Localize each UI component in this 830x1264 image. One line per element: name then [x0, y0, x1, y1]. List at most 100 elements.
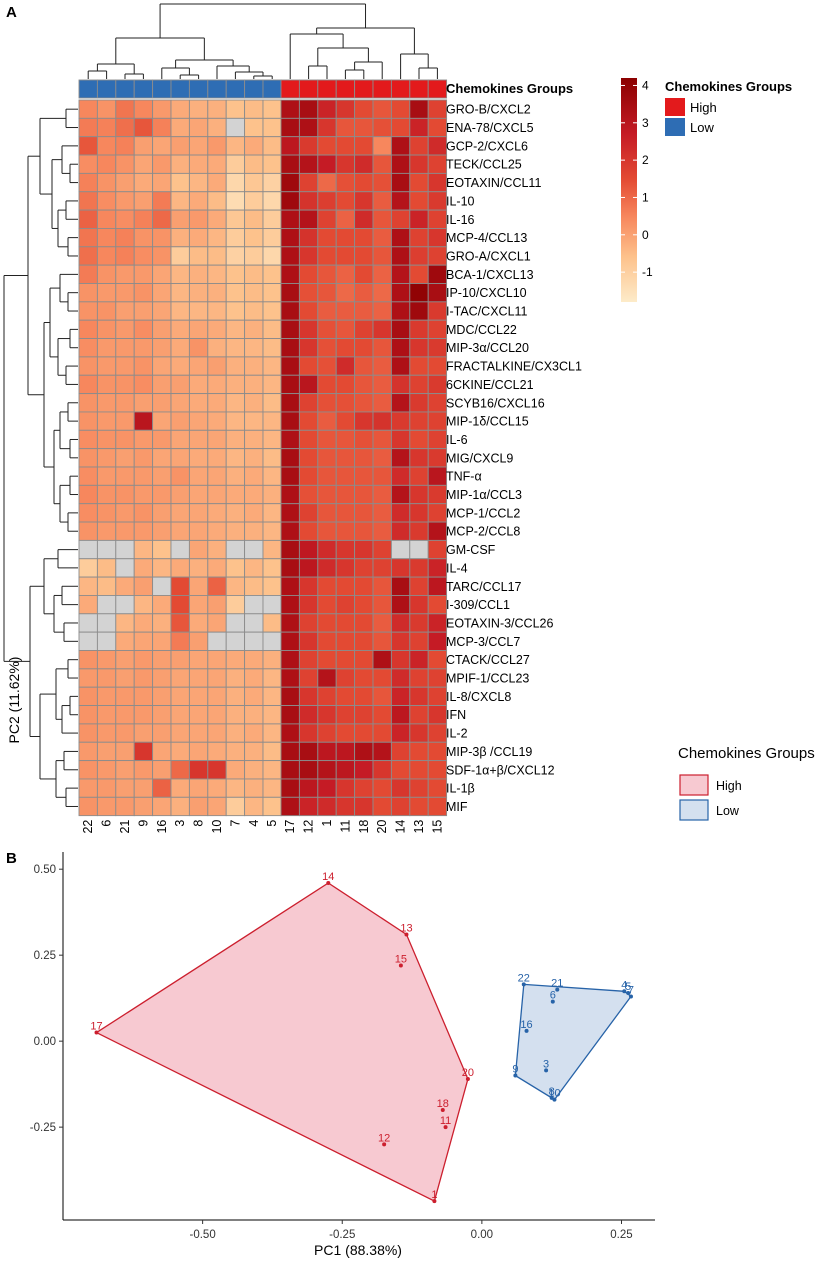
heatmap-cell — [335, 448, 356, 468]
heatmap-cell — [115, 356, 135, 376]
heatmap-cell — [427, 558, 448, 578]
heatmap-cell — [115, 539, 135, 560]
heatmap-cell — [317, 796, 337, 817]
heatmap-cell — [354, 136, 374, 156]
heatmap-cell — [152, 191, 172, 211]
heatmap-cell — [207, 723, 227, 743]
heatmap-cell — [372, 301, 392, 321]
pca-point-label: 22 — [518, 972, 530, 984]
column-label: 11 — [338, 820, 352, 833]
heatmap-cell — [115, 796, 135, 817]
heatmap-cell — [78, 356, 98, 376]
heatmap-cell — [170, 191, 190, 211]
heatmap-cell — [225, 209, 246, 229]
heatmap-cell — [280, 631, 300, 651]
heatmap-cell — [335, 283, 356, 303]
heatmap-cell — [298, 301, 319, 321]
heatmap-cell — [152, 99, 172, 119]
heatmap-cell — [409, 466, 429, 486]
heatmap-cell — [390, 595, 411, 615]
heatmap-cell — [133, 338, 154, 358]
heatmap-cell — [152, 741, 172, 762]
heatmap-cell — [96, 319, 117, 340]
heatmap-cell — [188, 356, 209, 376]
heatmap-cell — [317, 686, 337, 707]
row-label: MIP-3α/CCL20 — [446, 341, 529, 355]
heatmap-cell — [207, 319, 227, 340]
heatmap-cell — [427, 650, 448, 670]
heatmap-cell — [390, 429, 411, 450]
heatmap-cell — [78, 631, 98, 651]
x-tick-label: -0.50 — [190, 1229, 216, 1241]
heatmap-cell — [115, 172, 135, 193]
heatmap-cell — [96, 374, 117, 395]
heatmap-cell — [427, 338, 448, 358]
heatmap-cell — [96, 558, 117, 578]
heatmap-cell — [78, 319, 98, 340]
heatmap-cell — [207, 539, 227, 560]
heatmap-cell — [225, 466, 246, 486]
annotation-cell-low — [96, 79, 117, 99]
heatmap-cell — [372, 246, 392, 266]
heatmap-cell — [133, 356, 154, 376]
heatmap-cell — [354, 246, 374, 266]
heatmap-cell — [170, 264, 190, 284]
heatmap-cell — [96, 595, 117, 615]
heatmap-cell — [225, 668, 246, 688]
row-label: GRO-A/CXCL1 — [446, 249, 531, 263]
heatmap-cell — [335, 154, 356, 174]
heatmap-cell — [335, 650, 356, 670]
heatmap-cell — [354, 668, 374, 688]
row-label: SCYB16/CXCL16 — [446, 396, 545, 410]
heatmap-cell — [317, 613, 337, 633]
heatmap-cell — [133, 466, 154, 486]
row-label: MIP-1α/CCL3 — [446, 488, 522, 502]
heatmap-cell — [133, 741, 154, 762]
heatmap-cell — [409, 99, 429, 119]
heatmap-cell — [188, 374, 209, 395]
pca-point-label: 5 — [625, 981, 631, 993]
column-label: 4 — [247, 820, 261, 827]
row-labels: GRO-B/CXCL2 ENA-78/CXCL5 GCP-2/CXCL6 TECK/C… — [446, 103, 582, 814]
x-tick-label: 0.00 — [471, 1229, 493, 1241]
y-axis-title: PC2 (11.62%) — [6, 657, 22, 744]
heatmap-cell — [207, 503, 227, 523]
heatmap-cell — [152, 705, 172, 725]
heatmap-cell — [409, 374, 429, 395]
heatmap-cell — [317, 576, 337, 596]
group-legend-title: Chemokines Groups — [665, 79, 792, 94]
heatmap-cell — [372, 760, 392, 780]
heatmap-cell — [188, 576, 209, 596]
pca-point — [555, 987, 560, 992]
column-label: 9 — [136, 820, 150, 827]
heatmap-cell — [115, 191, 135, 211]
heatmap-cell — [390, 246, 411, 266]
heatmap-cell — [335, 136, 356, 156]
heatmap-cell — [225, 99, 246, 119]
row-label: EOTAXIN/CCL11 — [446, 176, 541, 190]
heatmap-cell — [152, 484, 172, 505]
heatmap-cell — [207, 338, 227, 358]
heatmap-cell — [244, 136, 264, 156]
heatmap-cell — [262, 539, 282, 560]
heatmap-cell — [207, 429, 227, 450]
heatmap-cell — [133, 796, 154, 817]
heatmap-cell — [298, 338, 319, 358]
column-label: 21 — [118, 820, 132, 834]
heatmap-cell — [152, 778, 172, 798]
row-label: MCP-2/CCL8 — [446, 525, 520, 539]
heatmap-cell — [78, 393, 98, 413]
heatmap-cell — [78, 576, 98, 596]
heatmap-cell — [390, 264, 411, 284]
pca-point — [326, 880, 331, 885]
heatmap-cell — [207, 374, 227, 395]
row-label: MDC/CCL22 — [446, 323, 517, 337]
heatmap-cell — [225, 117, 246, 138]
scale-tick-label: 1 — [642, 190, 649, 204]
heatmap-cell — [262, 301, 282, 321]
heatmap-cell — [133, 558, 154, 578]
heatmap-cell — [280, 705, 300, 725]
heatmap-cell — [225, 191, 246, 211]
heatmap-cell — [170, 576, 190, 596]
annotation-cell-low — [133, 79, 154, 99]
